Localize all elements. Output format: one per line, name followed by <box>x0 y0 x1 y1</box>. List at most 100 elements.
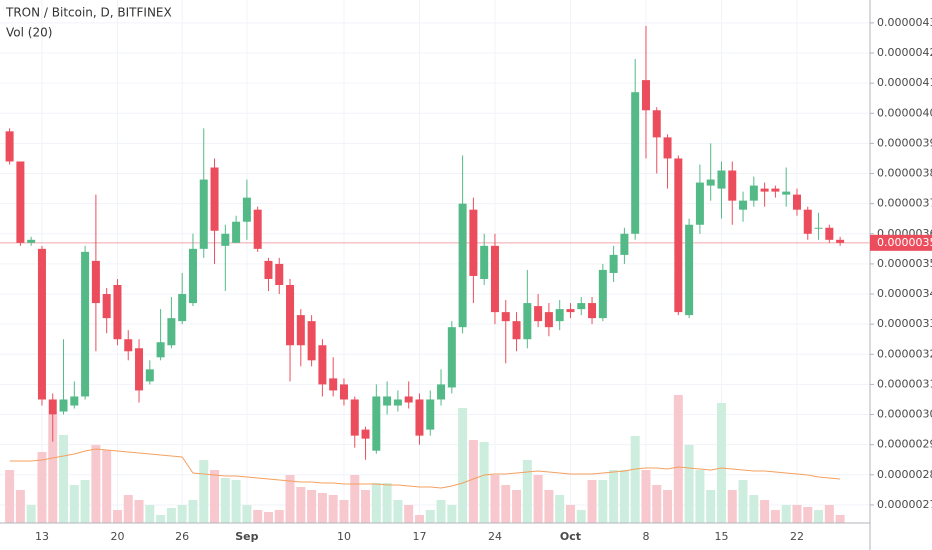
candle-body <box>739 200 748 210</box>
candle-body <box>372 396 381 451</box>
volume-bar <box>166 508 176 523</box>
volume-bar <box>436 500 446 523</box>
y-tick-label: 0.00000390 <box>877 136 932 149</box>
candle-body <box>782 191 791 195</box>
volume-bar <box>576 510 586 523</box>
volume-bar <box>123 495 133 523</box>
y-tick-label: 0.00000310 <box>877 377 932 390</box>
y-tick-label: 0.00000400 <box>877 106 932 119</box>
y-tick-label: 0.00000350 <box>877 257 932 270</box>
volume-bar <box>102 450 112 523</box>
candle-body <box>717 170 726 189</box>
candle-body <box>70 396 79 406</box>
volume-bar <box>479 442 489 523</box>
candle-body <box>663 137 672 159</box>
volume-bar <box>156 515 166 523</box>
volume-bar <box>663 490 673 523</box>
candle-body <box>609 254 618 273</box>
volume-bar <box>652 485 662 523</box>
volume-bar <box>447 505 457 523</box>
last-price-box <box>870 234 932 251</box>
candle-body <box>350 399 359 436</box>
candle-body <box>641 80 650 111</box>
volume-bar <box>738 480 748 523</box>
last-price-label: 0.00000357 <box>877 236 932 249</box>
volume-bar <box>760 500 770 523</box>
candle-body <box>771 188 780 192</box>
y-tick-label: 0.00000410 <box>877 76 932 89</box>
volume-bar <box>695 470 705 523</box>
candle-body <box>102 294 111 319</box>
volume-bar <box>619 470 629 523</box>
volume-bar <box>425 510 435 523</box>
volume-bar <box>587 480 597 523</box>
candle-body <box>275 263 284 285</box>
indicator-label: Vol (20) <box>6 26 52 40</box>
candle-body <box>361 429 370 439</box>
volume-bar <box>26 505 36 523</box>
candle-body <box>490 245 499 313</box>
volume-bar <box>328 495 338 523</box>
candle-body <box>695 182 704 225</box>
x-tick-label: 10 <box>337 530 351 543</box>
candle-body <box>728 170 737 201</box>
volume-bar <box>490 475 500 523</box>
volume-bar <box>371 483 381 523</box>
volume-bar <box>630 436 640 523</box>
candle-body <box>749 185 758 201</box>
volume-bar <box>555 495 565 523</box>
volume-bar <box>69 485 79 523</box>
volume-bar <box>609 470 619 523</box>
volume-bar <box>317 493 327 523</box>
volume-bar <box>220 478 230 523</box>
candle-body <box>836 239 845 243</box>
volume-bar <box>112 510 122 523</box>
candle-body <box>685 224 694 316</box>
candle-body <box>232 221 241 243</box>
x-tick-label: 26 <box>175 530 189 543</box>
volume-ma-line <box>9 448 841 489</box>
x-tick-label: 15 <box>714 530 728 543</box>
volume-bar <box>727 490 737 523</box>
volume-bar <box>814 510 824 523</box>
volume-bar <box>296 487 306 523</box>
volume-bar <box>91 445 101 523</box>
volume-bar <box>684 445 694 523</box>
candle-body <box>555 309 564 322</box>
y-tick-label: 0.00000430 <box>877 16 932 29</box>
candle-body <box>437 384 446 400</box>
volume-bar <box>749 495 759 523</box>
candle-body <box>447 327 456 388</box>
candle-body <box>760 188 769 192</box>
candle-body <box>706 179 715 186</box>
x-tick-label: Sep <box>235 530 258 543</box>
candle-body <box>469 209 478 276</box>
volume-bar <box>803 507 813 523</box>
candle-body <box>523 303 532 340</box>
candle-body <box>458 203 467 328</box>
candle-body <box>393 399 402 406</box>
volume-bar <box>253 510 263 523</box>
volume-bar <box>414 515 424 523</box>
candle-body <box>156 342 165 358</box>
candle-body <box>221 233 230 246</box>
candle-body <box>307 321 316 361</box>
volume-bar <box>404 505 414 523</box>
candle-body <box>124 339 133 352</box>
volume-bar <box>177 505 187 523</box>
y-tick-label: 0.00000340 <box>877 287 932 300</box>
candle-body <box>631 92 640 234</box>
candle-body <box>404 396 413 403</box>
volume-bar <box>242 505 252 523</box>
y-tick-label: 0.00000330 <box>877 317 932 330</box>
volume-bar <box>285 475 295 523</box>
x-tick-label: 13 <box>35 530 49 543</box>
candle-body <box>512 321 521 340</box>
candle-body <box>113 284 122 340</box>
x-tick-label: 22 <box>790 530 804 543</box>
volume-bar <box>781 505 791 523</box>
volume-bar <box>59 435 69 523</box>
candle-body <box>329 378 338 391</box>
volume-bar <box>544 490 554 523</box>
